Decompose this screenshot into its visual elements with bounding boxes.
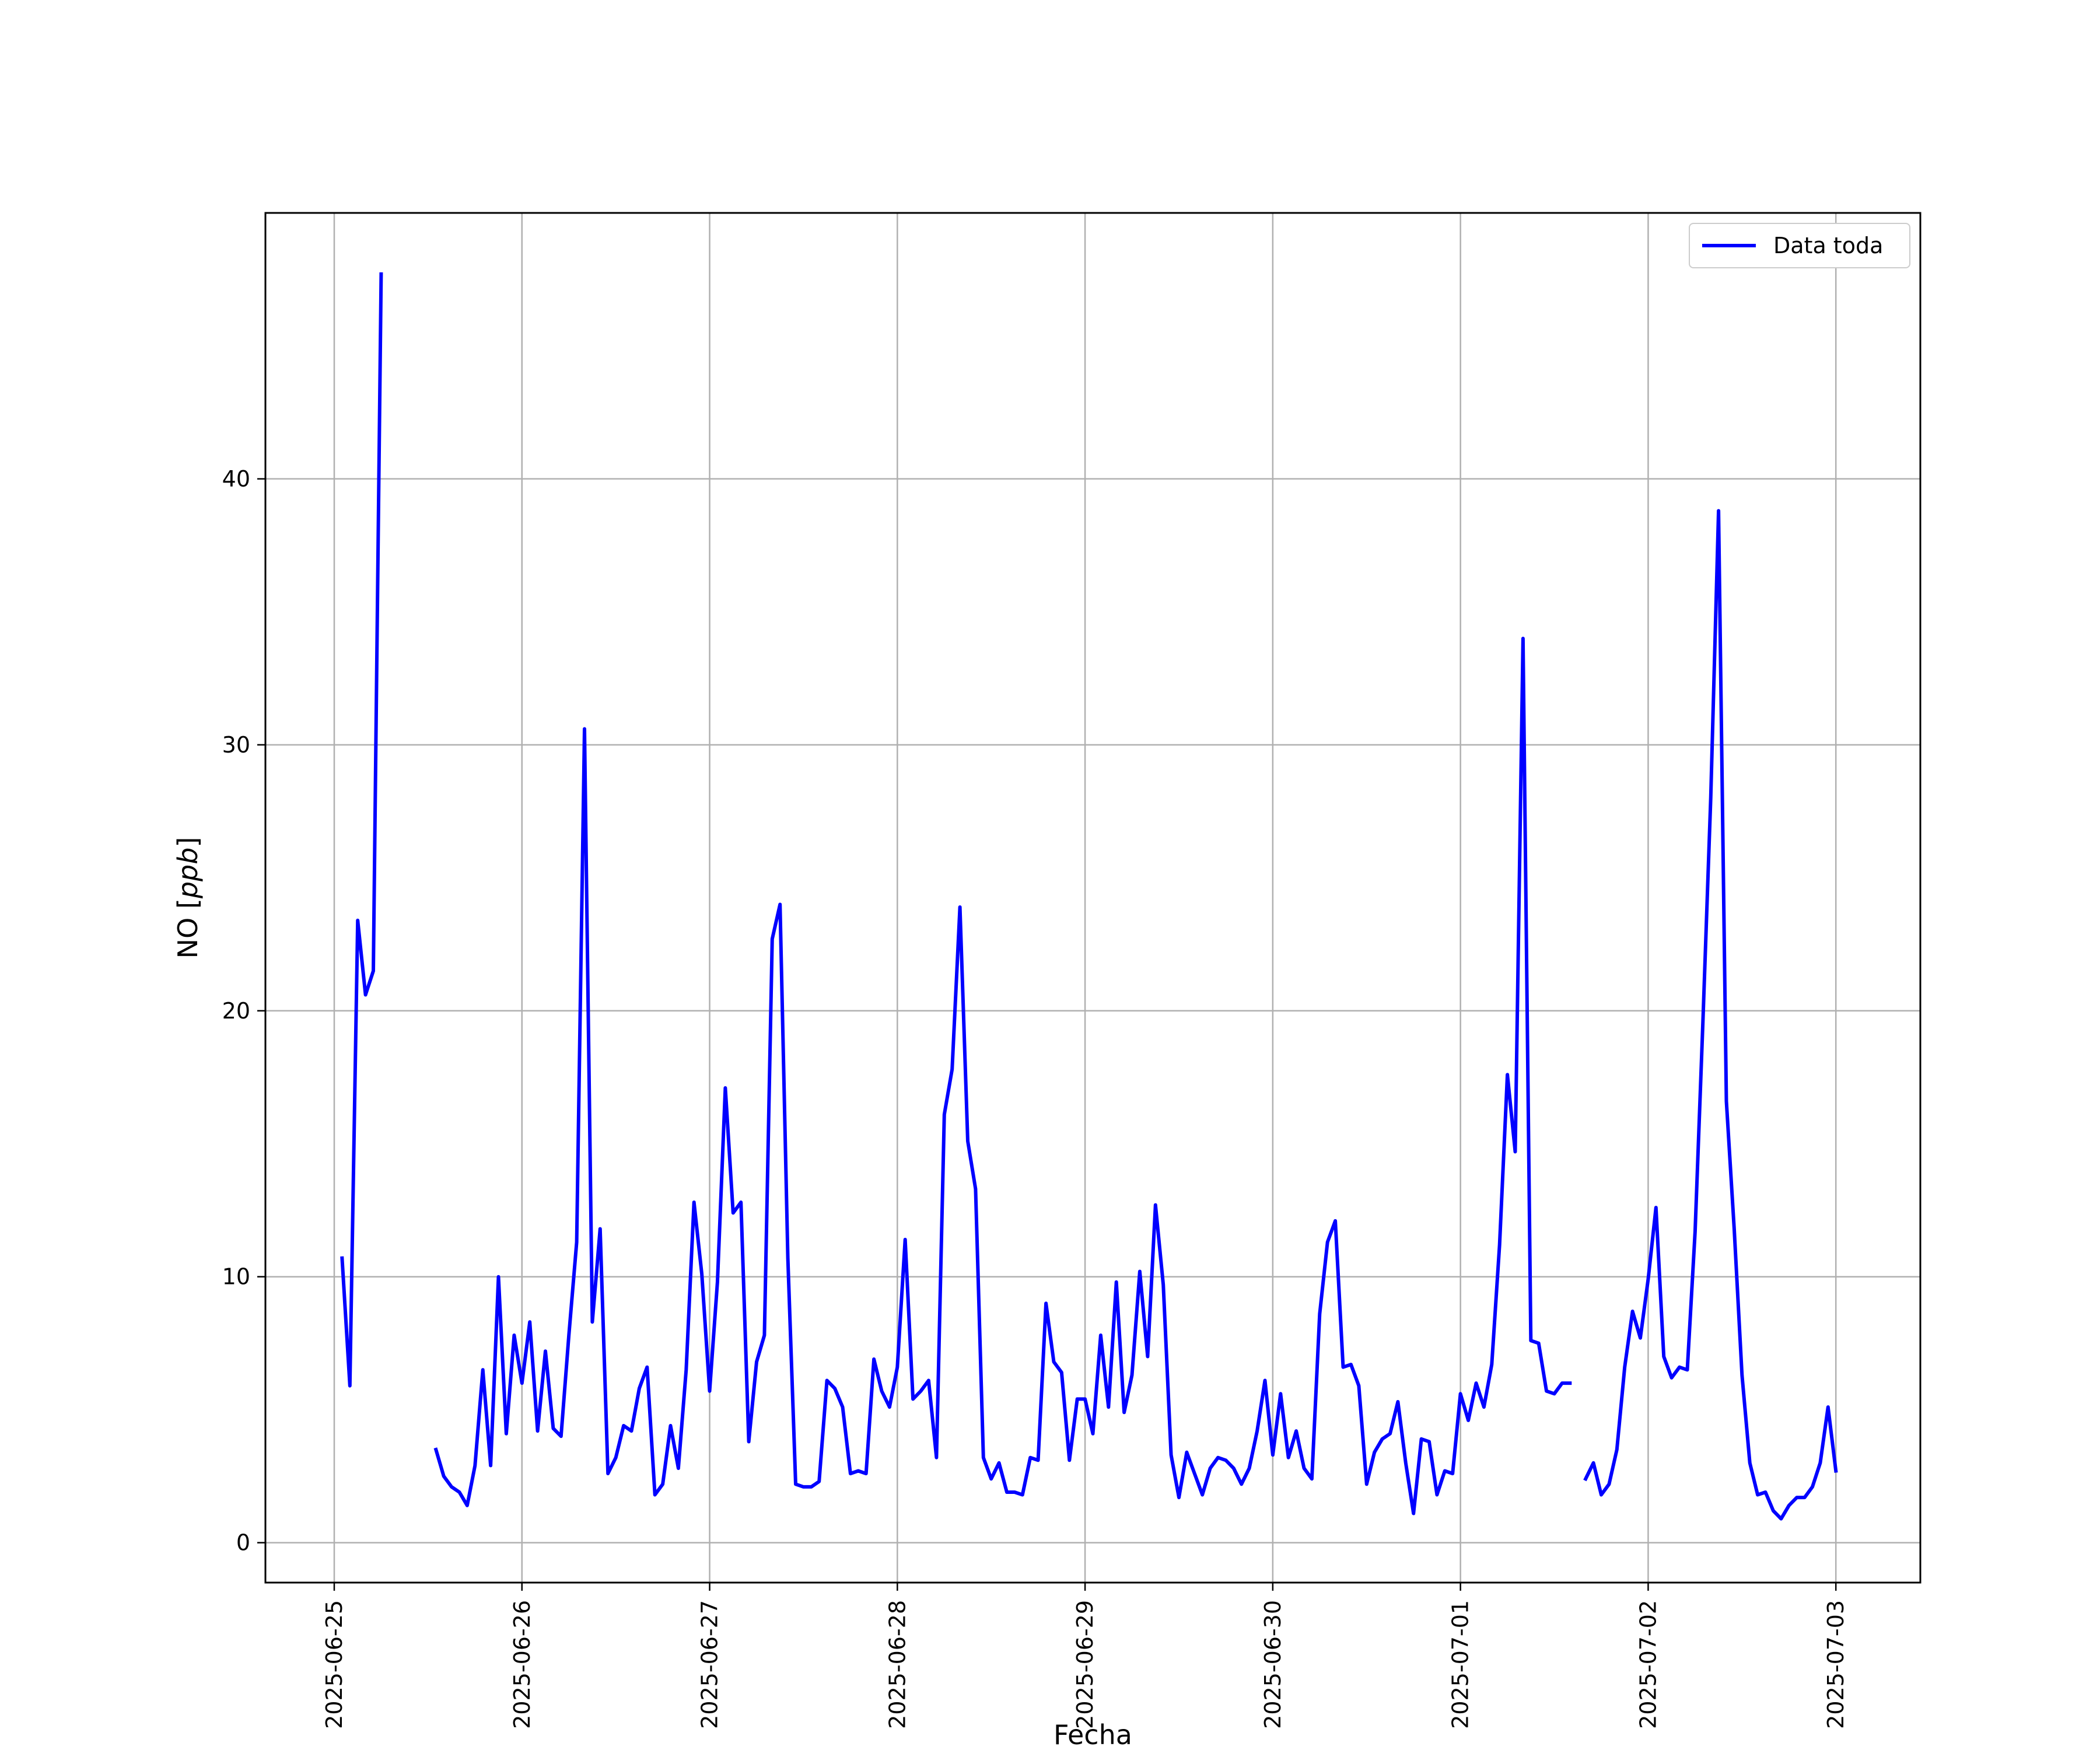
y-axis-label-unit: ppb [172, 848, 204, 900]
y-tick-label: 20 [222, 998, 250, 1024]
y-axis-label-unit-open: [ [172, 898, 204, 918]
y-tick-label: 0 [236, 1530, 250, 1556]
x-axis-label: Fecha [1054, 1719, 1132, 1750]
x-tick-label: 2025-06-26 [509, 1600, 535, 1729]
y-tick-label: 40 [222, 466, 250, 492]
y-axis-label: NO [ppb] [172, 837, 204, 959]
legend: Data toda [1689, 223, 1910, 268]
x-axis-ticks: 2025-06-25 2025-06-26 2025-06-27 2025-06-28… [321, 1583, 1849, 1729]
series-line-segment [433, 636, 1572, 1516]
x-tick-label: 2025-06-25 [321, 1600, 347, 1729]
legend-box [1689, 223, 1910, 268]
y-axis-label-main: NO [172, 918, 204, 959]
x-tick-label: 2025-07-02 [1635, 1600, 1661, 1729]
series-line-segment [340, 272, 383, 1388]
y-tick-label: 30 [222, 732, 250, 758]
series-line-segment [1583, 509, 1838, 1521]
y-axis-ticks: 0 10 20 30 40 [222, 466, 265, 1556]
x-tick-label: 2025-06-28 [884, 1600, 910, 1729]
legend-label-data-toda: Data toda [1773, 233, 1883, 258]
x-tick-label: 2025-06-30 [1260, 1600, 1286, 1729]
grid-lines [265, 213, 1920, 1583]
series-lines [340, 272, 1838, 1521]
x-tick-label: 2025-06-27 [697, 1600, 723, 1729]
x-tick-label: 2025-06-29 [1072, 1600, 1098, 1729]
x-tick-label: 2025-07-01 [1448, 1600, 1474, 1729]
plot-area-frame [264, 212, 1922, 1584]
y-axis-label-unit-close: ] [172, 837, 204, 848]
x-tick-label: 2025-07-03 [1823, 1600, 1849, 1729]
y-tick-label: 10 [222, 1264, 250, 1290]
